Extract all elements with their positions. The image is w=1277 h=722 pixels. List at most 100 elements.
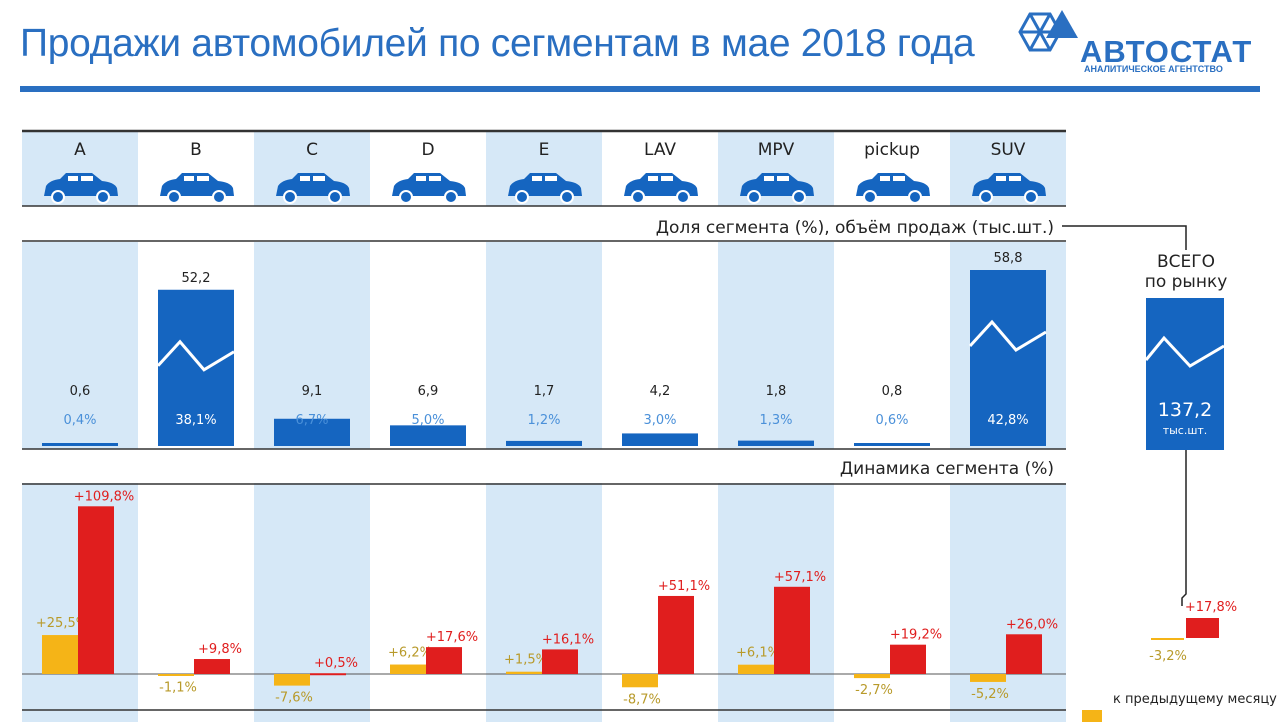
category-label: D	[421, 140, 434, 160]
category-label: C	[306, 140, 318, 160]
page-title: Продажи автомобилей по сегментам в мае 2…	[20, 22, 975, 65]
row-strip	[22, 206, 1066, 242]
total-value: 137,2	[1158, 399, 1212, 421]
prev-year-bar	[890, 644, 926, 674]
car-wheel	[863, 190, 877, 204]
zigzag-break	[968, 319, 1047, 352]
car-wheel	[283, 190, 297, 204]
car-wheel	[51, 190, 65, 204]
car-wheel	[747, 190, 761, 204]
car-window	[893, 176, 905, 181]
prev-year-label: +26,0%	[1006, 617, 1058, 632]
prev-year-bar	[426, 647, 462, 674]
car-window	[429, 176, 441, 181]
car-wheel	[96, 190, 110, 204]
prev-month-bar	[738, 664, 774, 674]
car-wheel	[1024, 190, 1038, 204]
car-window	[545, 176, 557, 181]
prev-year-bar	[658, 595, 694, 674]
dynamics-section-label: Динамика сегмента (%)	[840, 459, 1054, 479]
volume-value: 6,9	[418, 384, 439, 399]
car-icon	[624, 173, 698, 204]
car-window	[661, 176, 673, 181]
car-body	[856, 173, 930, 196]
prev-month-label: -8,7%	[623, 692, 661, 707]
car-body	[508, 173, 582, 196]
total-prev-month-bar	[1151, 638, 1184, 640]
prev-month-bar	[42, 635, 78, 674]
car-wheel	[515, 190, 529, 204]
car-wheel	[792, 190, 806, 204]
category-label: A	[74, 140, 86, 160]
car-window	[1009, 176, 1021, 181]
logo-name: АВТОСТАТ	[1080, 34, 1253, 69]
share-value: 42,8%	[987, 413, 1028, 428]
car-icon	[740, 173, 814, 204]
car-window	[416, 176, 426, 181]
category-label: B	[190, 140, 202, 160]
prev-month-bar	[970, 674, 1006, 682]
category-label: pickup	[864, 140, 920, 160]
volume-bar	[622, 433, 698, 446]
car-body	[972, 173, 1046, 196]
car-body	[624, 173, 698, 196]
prev-year-bar	[78, 506, 114, 674]
prev-month-label: -5,2%	[971, 687, 1009, 702]
share-value: 0,6%	[875, 413, 908, 428]
share-value: 0,4%	[63, 413, 96, 428]
share-value: 3,0%	[643, 413, 676, 428]
prev-month-bar	[390, 664, 426, 674]
car-icon	[972, 173, 1046, 204]
row-strip	[22, 449, 1066, 483]
volume-bar	[970, 270, 1046, 446]
prev-year-label: +17,6%	[426, 630, 478, 645]
category-labels: A B C D E LAV MPV pickup SUV	[74, 140, 1026, 160]
car-wheel	[979, 190, 993, 204]
car-wheel	[560, 190, 574, 204]
volume-value: 0,6	[70, 384, 91, 399]
car-wheel	[328, 190, 342, 204]
volume-value: 9,1	[302, 384, 323, 399]
car-icons	[44, 173, 1046, 204]
legend-swatch	[1082, 710, 1102, 722]
prev-year-label: +51,1%	[658, 579, 710, 594]
category-label: E	[539, 140, 550, 160]
volume-bar	[854, 443, 930, 446]
prev-month-label: -7,6%	[275, 691, 313, 706]
car-wheel	[167, 190, 181, 204]
car-wheel	[444, 190, 458, 204]
volume-bar	[506, 440, 582, 446]
share-value: 6,7%	[295, 413, 328, 428]
car-icon	[160, 173, 234, 204]
avtostat-logo: АВТОСТАТ АНАЛИТИЧЕСКОЕ АГЕНТСТВО	[1016, 8, 1256, 74]
connector-line	[1062, 225, 1187, 250]
car-window	[300, 176, 310, 181]
total-unit: тыс.шт.	[1163, 424, 1208, 437]
share-value: 1,2%	[527, 413, 560, 428]
prev-year-label: +109,8%	[74, 489, 134, 504]
car-window	[996, 176, 1006, 181]
share-value: 38,1%	[175, 413, 216, 428]
logo-subtitle: АНАЛИТИЧЕСКОЕ АГЕНТСТВО	[1084, 64, 1223, 74]
car-window	[68, 176, 78, 181]
car-wheel	[631, 190, 645, 204]
category-label: LAV	[644, 140, 676, 160]
prev-year-bar	[310, 673, 346, 676]
prev-month-bar	[622, 674, 658, 688]
car-body	[276, 173, 350, 196]
prev-year-bar	[542, 649, 578, 674]
share-section-label: Доля сегмента (%), объём продаж (тыс.шт.…	[656, 218, 1054, 238]
car-body	[740, 173, 814, 196]
car-body	[392, 173, 466, 196]
volume-bar	[738, 440, 814, 446]
volume-value: 1,7	[534, 384, 555, 399]
category-label: MPV	[758, 140, 795, 160]
volume-value: 1,8	[766, 384, 787, 399]
car-body	[44, 173, 118, 196]
car-wheel	[676, 190, 690, 204]
prev-month-label: -1,1%	[159, 681, 197, 696]
volume-bar	[42, 443, 118, 446]
prev-year-label: +0,5%	[314, 656, 358, 671]
